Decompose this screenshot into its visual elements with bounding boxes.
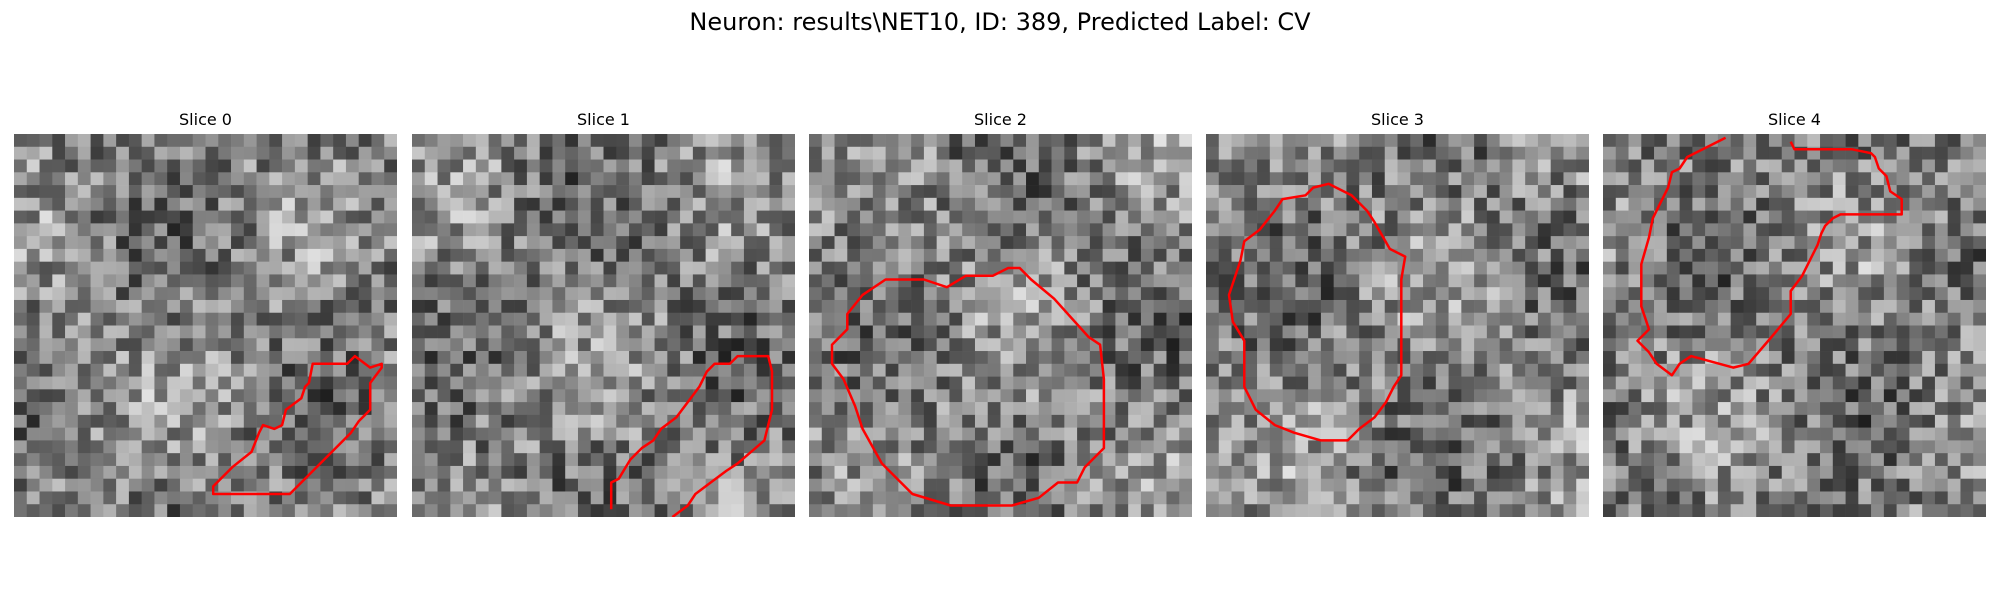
slice-panel-4: Slice 4 xyxy=(1603,108,1986,517)
slice-title: Slice 2 xyxy=(974,110,1027,129)
slice-panel-2: Slice 2 xyxy=(809,108,1192,517)
roi-contour xyxy=(609,354,774,517)
slice-image xyxy=(1206,134,1589,517)
slice-title: Slice 1 xyxy=(577,110,630,129)
slice-title: Slice 0 xyxy=(179,110,232,129)
slice-panel-1: Slice 1 xyxy=(412,108,795,517)
slice-image xyxy=(412,134,795,517)
roi-contour xyxy=(1636,136,1903,377)
roi-contour xyxy=(830,266,1106,507)
slice-image xyxy=(1603,134,1986,517)
slice-title: Slice 3 xyxy=(1371,110,1424,129)
slice-image xyxy=(14,134,397,517)
slice-panel-3: Slice 3 xyxy=(1206,108,1589,517)
roi-contour xyxy=(1227,182,1407,442)
slice-image xyxy=(809,134,1192,517)
figure-title: Neuron: results\NET10, ID: 389, Predicte… xyxy=(689,8,1311,36)
roi-contour xyxy=(211,354,383,496)
slice-title: Slice 4 xyxy=(1768,110,1821,129)
slice-panel-0: Slice 0 xyxy=(14,108,397,517)
